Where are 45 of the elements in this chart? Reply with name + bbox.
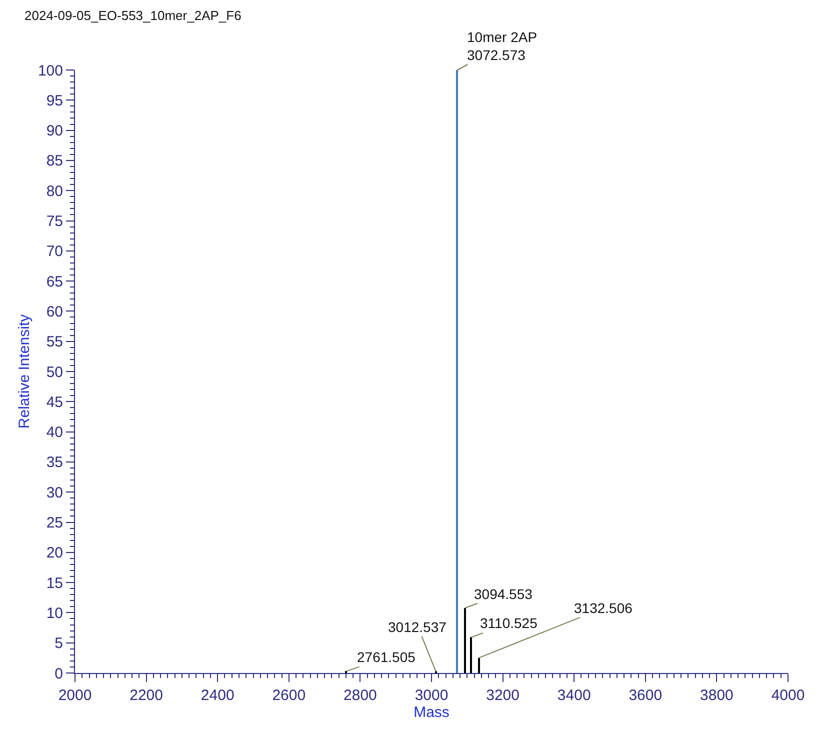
y-tick-label: 25 — [46, 514, 63, 532]
bar — [478, 658, 480, 673]
annotation: 2761.505 — [357, 649, 416, 665]
y-tick-label: 0 — [54, 665, 63, 682]
x-tick-label: 3600 — [628, 687, 662, 704]
x-tick-label: 2800 — [344, 687, 377, 704]
y-tick-label: 85 — [46, 152, 63, 170]
y-tick-label: 5 — [54, 635, 63, 652]
chart-title: 2024-09-05_EO-553_10mer_2AP_F6 — [24, 8, 242, 24]
y-tick-label: 75 — [46, 213, 63, 230]
annotation: 3132.506 — [574, 600, 633, 616]
y-tick-label: 10 — [46, 604, 63, 622]
annotation: 3110.525 — [480, 615, 538, 631]
x-tick-label: 4000 — [771, 687, 805, 704]
annotation: 3094.553 — [474, 586, 533, 602]
y-tick-label: 65 — [46, 273, 63, 290]
y-tick-label: 30 — [46, 484, 63, 502]
x-tick-label: 2400 — [200, 687, 234, 704]
y-tick-label: 50 — [46, 364, 63, 381]
y-tick-label: 15 — [46, 574, 63, 592]
x-tick-label: 2000 — [58, 687, 92, 704]
x-tick-label: 3800 — [700, 687, 734, 704]
x-axis-title: Mass — [414, 704, 450, 721]
y-tick-label: 90 — [46, 122, 63, 140]
bar — [470, 637, 472, 673]
y-tick-label: 95 — [46, 92, 63, 110]
y-tick-label: 40 — [46, 424, 63, 442]
annotation: 3012.537 — [388, 619, 447, 635]
annotation: 10mer 2AP 3072.573 — [467, 29, 538, 64]
x-tick-label: 2600 — [272, 687, 306, 704]
bar — [456, 70, 458, 673]
y-tick-label: 80 — [46, 182, 63, 200]
x-tick-label: 3400 — [557, 687, 591, 704]
x-tick-label: 3200 — [486, 687, 520, 704]
y-tick-label: 100 — [38, 62, 63, 80]
y-tick-label: 60 — [46, 303, 63, 320]
y-tick-label: 55 — [46, 334, 63, 351]
x-tick-label: 3000 — [414, 687, 448, 704]
y-tick-label: 45 — [46, 394, 63, 411]
y-tick-label: 70 — [46, 243, 63, 260]
bar — [464, 608, 466, 673]
y-axis-title: Relative Intensity — [16, 314, 34, 429]
y-tick-label: 20 — [46, 544, 63, 562]
x-tick-label: 2200 — [130, 687, 163, 704]
y-tick-label: 35 — [46, 454, 63, 472]
